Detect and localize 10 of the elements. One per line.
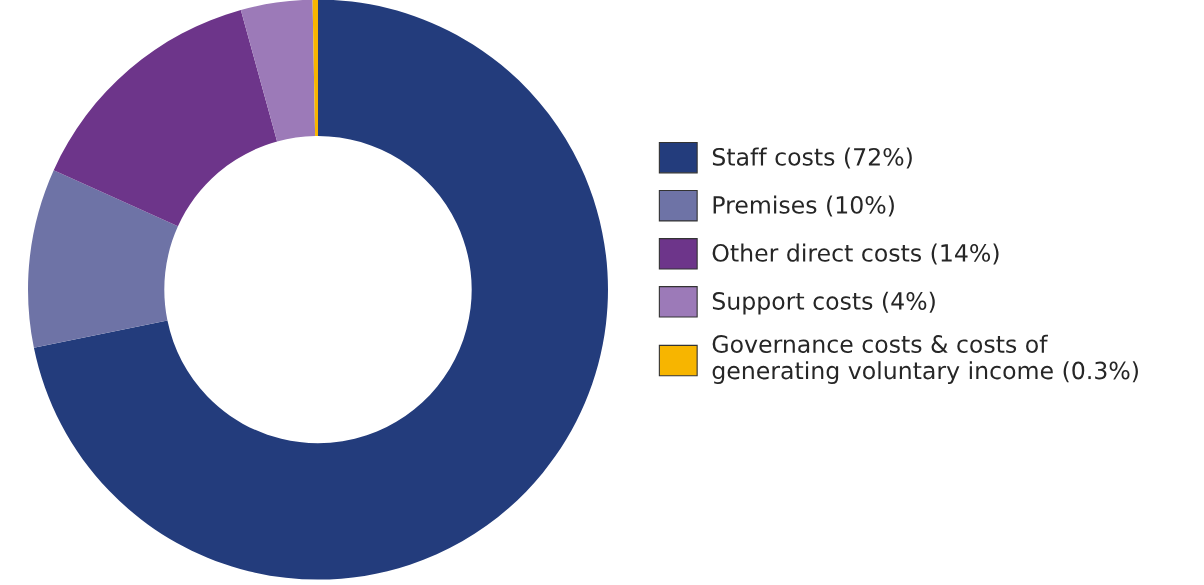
donut-slice xyxy=(312,0,318,136)
legend-label: Staff costs (72%) xyxy=(712,147,912,169)
donut-slice xyxy=(33,0,608,580)
legend-label: Other direct costs (14%) xyxy=(712,243,999,265)
legend-label: Governance costs & costs of generating voluntary income (0.3%) xyxy=(712,334,1138,384)
donut-slice xyxy=(53,10,278,227)
donut-slice xyxy=(28,170,178,348)
legend-label: Support costs (4%) xyxy=(712,291,935,315)
donut-slice xyxy=(240,0,316,142)
legend-label: Premises (10%) xyxy=(713,195,894,217)
